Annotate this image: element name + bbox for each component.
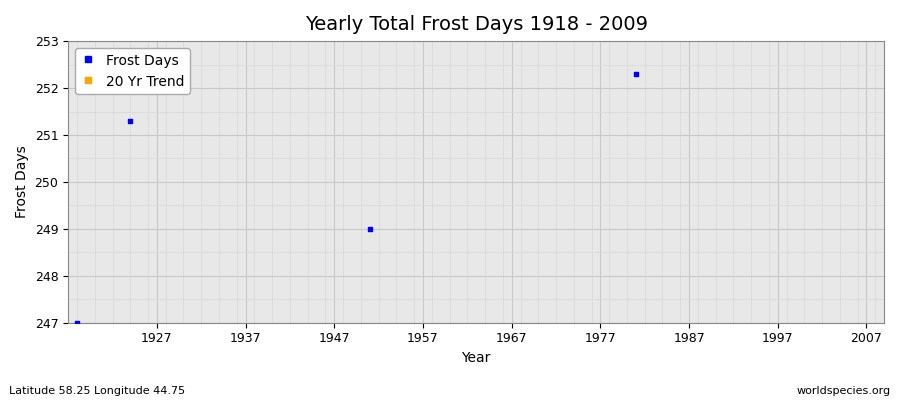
Point [629,71,643,77]
Text: worldspecies.org: worldspecies.org [796,386,891,396]
X-axis label: Year: Year [462,351,490,365]
Point [70,320,85,326]
Legend: Frost Days, 20 Yr Trend: Frost Days, 20 Yr Trend [75,48,190,94]
Title: Yearly Total Frost Days 1918 - 2009: Yearly Total Frost Days 1918 - 2009 [305,15,648,34]
Text: Latitude 58.25 Longitude 44.75: Latitude 58.25 Longitude 44.75 [9,386,185,396]
Point [363,226,377,232]
Y-axis label: Frost Days: Frost Days [15,146,29,218]
Point [123,118,138,124]
